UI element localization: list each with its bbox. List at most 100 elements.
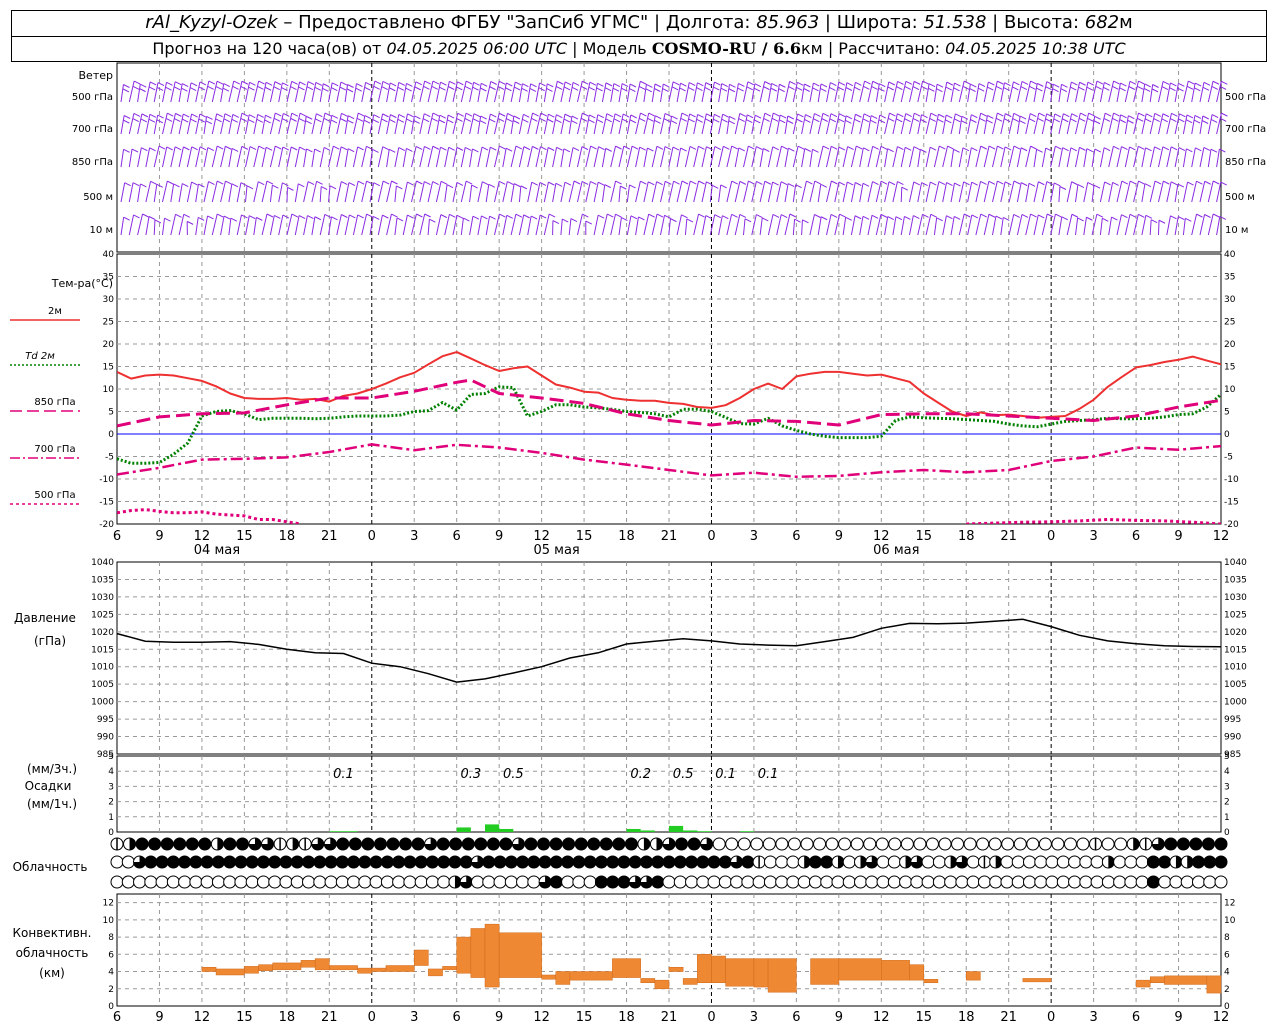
wind-barb-feather [555, 119, 562, 123]
wind-barb-shaft [303, 181, 309, 203]
wind-barb-shaft [435, 115, 441, 135]
cloud-cover-symbol [392, 855, 406, 869]
wind-barb-shaft [128, 214, 135, 236]
cloud-cover-symbol [1203, 875, 1217, 889]
cloud-cover-symbol [211, 855, 225, 869]
cloud-circle [1068, 855, 1082, 869]
wind-barb-shaft [419, 146, 425, 168]
wind-barb-shaft [925, 214, 932, 236]
cloud-cover-symbol [1000, 855, 1014, 869]
cloud-cover-symbol [955, 855, 969, 869]
wind-barb-shaft [751, 83, 756, 103]
cloud-cover-symbol [313, 875, 327, 889]
wind-barb-feather [291, 112, 299, 117]
cloud-cover-symbol [899, 875, 913, 889]
wind-barb-feather [416, 180, 423, 185]
cloud-cover-symbol [685, 875, 699, 889]
wind-barb-feather [1055, 213, 1062, 218]
wind-barb-shaft [1033, 112, 1040, 135]
wind-barb-feather [1204, 180, 1211, 185]
cloud-fill-threequarter [865, 856, 878, 868]
wind-barb-shaft [518, 214, 525, 236]
cloud-fill-half [905, 856, 912, 868]
wind-barb-shaft [502, 113, 508, 135]
wind-barb-shaft [643, 181, 649, 203]
y-tick-left: 30 [103, 295, 115, 305]
cloud-cover-symbol [752, 875, 766, 889]
wind-barb-feather [157, 114, 164, 119]
wind-barb-shaft [560, 148, 565, 168]
cloud-cover-symbol [1090, 875, 1104, 889]
cloud-fill-full [167, 856, 180, 868]
wind-barb-shaft [867, 115, 872, 135]
wind-barb-shaft [734, 147, 740, 168]
wind-barb-shaft [684, 113, 691, 135]
wind-barb-shaft [319, 214, 326, 236]
cloud-fill-full [474, 838, 487, 850]
wind-barb-shaft [245, 146, 251, 168]
wind-barb-feather [265, 81, 273, 86]
wind-barb-feather [1162, 113, 1170, 118]
cloud-cover-symbol [850, 837, 864, 851]
wind-barb-feather [548, 113, 555, 118]
cloud-cover-symbol [335, 875, 349, 889]
wind-level-label: 500 гПа [72, 92, 113, 103]
wind-barb-feather [205, 120, 213, 125]
cloud-cover-symbol [1045, 855, 1059, 869]
wind-barb-shaft [709, 214, 716, 236]
wind-barb-shaft [676, 147, 682, 168]
y-tick-left: 12 [103, 899, 114, 909]
wind-barb-feather [397, 118, 405, 123]
y-tick-left: 4 [108, 767, 114, 777]
wind-barb-feather [1129, 180, 1137, 185]
cloud-fill-half [837, 856, 844, 868]
wind-barb-feather [298, 86, 305, 91]
wind-barb-feather [880, 180, 888, 185]
cloud-circle [976, 837, 990, 851]
wind-barb-shaft [975, 213, 982, 236]
wind-barb-shaft [269, 185, 273, 203]
cloud-cover-symbol [1063, 837, 1077, 851]
wind-barb-shaft [1133, 80, 1139, 103]
cloud-fill-full [708, 856, 721, 868]
y-tick-right: 1040 [1224, 558, 1247, 568]
wind-barb-feather [688, 118, 695, 123]
wind-barb-feather [331, 216, 338, 221]
wind-barb-shaft [992, 215, 997, 236]
wind-barb-feather [181, 87, 188, 92]
wind-barb-feather [1021, 80, 1029, 85]
cloud-cover-symbol [1026, 837, 1040, 851]
wind-barb-feather [1112, 85, 1119, 90]
cloud-cover-symbol [838, 837, 852, 851]
cloud-cover-symbol [1191, 855, 1205, 869]
wind-barb-feather [372, 215, 380, 220]
cloud-cover-symbol [198, 837, 212, 851]
wind-barb-feather [696, 87, 703, 92]
wind-barb-shaft [651, 115, 656, 135]
cloud-cover-symbol [1164, 837, 1178, 851]
wind-barb-feather [837, 86, 845, 91]
wind-barb-shaft [709, 185, 713, 203]
wind-barb-feather [1093, 120, 1101, 125]
wind-barb-shaft [469, 148, 473, 168]
wind-barb-feather [514, 86, 521, 91]
cloud-circle [825, 837, 839, 851]
wind-barb-feather [955, 113, 962, 118]
wind-barb-shaft [568, 115, 573, 135]
wind-barb-shaft [668, 218, 671, 236]
cloud-circle [1034, 875, 1048, 889]
cloud-fill-full [651, 876, 664, 888]
wind-barb-feather [1204, 214, 1211, 218]
wind-barb-shaft [477, 215, 482, 236]
cloud-cover-symbol [628, 875, 642, 889]
wind-barb-feather [596, 87, 603, 92]
wind-barb-feather [290, 117, 297, 122]
wind-barb-shaft [942, 145, 949, 168]
cloud-circle [775, 855, 789, 869]
wind-barb-shaft [444, 214, 450, 236]
wind-barb-feather [764, 180, 772, 185]
cloud-fill-full [1202, 838, 1215, 850]
wind-barb-shaft [743, 81, 749, 103]
y-tick-right: 1010 [1224, 663, 1247, 673]
wind-barb-feather [1127, 119, 1134, 124]
